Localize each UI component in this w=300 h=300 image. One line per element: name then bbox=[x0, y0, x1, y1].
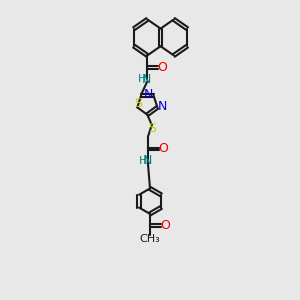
Text: O: O bbox=[157, 61, 167, 74]
Text: N: N bbox=[144, 88, 153, 101]
Text: CH₃: CH₃ bbox=[140, 234, 160, 244]
Text: N: N bbox=[142, 154, 152, 167]
Text: N: N bbox=[142, 73, 151, 86]
Text: S: S bbox=[148, 122, 156, 135]
Text: H: H bbox=[138, 74, 146, 84]
Text: H: H bbox=[138, 156, 147, 166]
Text: N: N bbox=[158, 100, 167, 113]
Text: S: S bbox=[134, 97, 142, 110]
Text: O: O bbox=[158, 142, 168, 155]
Text: O: O bbox=[160, 219, 170, 232]
